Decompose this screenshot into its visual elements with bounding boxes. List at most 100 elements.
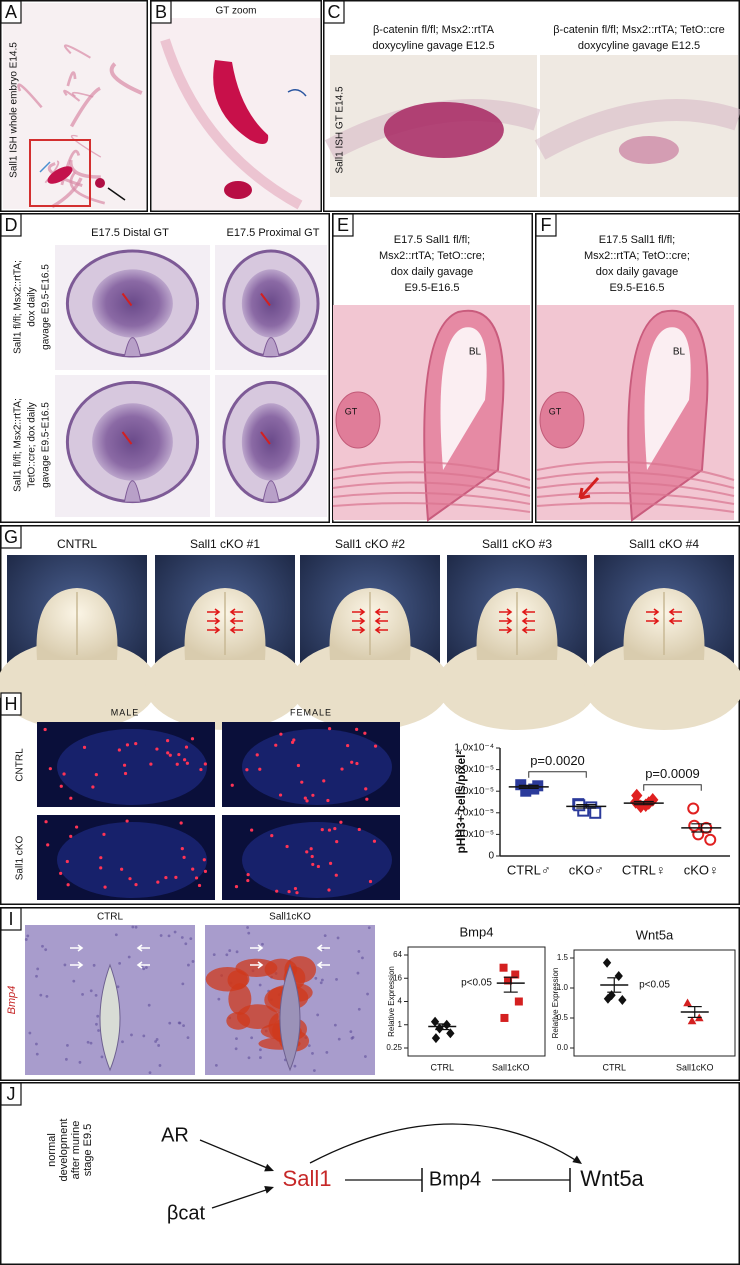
arrow	[199, 1139, 273, 1171]
cell	[78, 1060, 82, 1064]
panel-title: GT zoom	[216, 6, 257, 17]
stained-cell	[82, 745, 87, 749]
cell	[157, 1044, 161, 1047]
cell	[314, 976, 318, 980]
tissue-stain	[69, 159, 101, 179]
structure-tag: BL	[673, 347, 686, 358]
stained-cell	[197, 883, 202, 888]
cell	[246, 926, 249, 929]
cell	[173, 930, 177, 934]
row-label: Sall1 fl/fl; Msx2::rtTA;	[13, 398, 24, 492]
panel-letter-box	[0, 0, 22, 24]
cell	[235, 1037, 238, 1041]
tissue-outline	[160, 38, 303, 210]
stained-cell	[185, 761, 189, 765]
row-label: gavage E9.5-E16.5	[41, 264, 52, 350]
arrow	[521, 626, 535, 634]
arrow	[352, 626, 366, 634]
cell	[159, 934, 163, 937]
tissue-core	[92, 269, 173, 338]
cell	[92, 963, 96, 967]
data-point	[688, 819, 701, 832]
stained-cell	[355, 727, 359, 731]
tissue-stain	[51, 177, 83, 209]
node-label: AR	[161, 1124, 189, 1146]
cell	[247, 931, 251, 935]
stained-cell	[372, 839, 377, 843]
tissue-stain	[69, 86, 101, 128]
cell	[72, 979, 76, 983]
panel-frame	[332, 213, 533, 523]
cell	[63, 963, 67, 967]
structure-tag: BL	[469, 347, 482, 358]
stained-cell	[43, 727, 47, 732]
tissue-fold	[536, 502, 735, 513]
data-point	[603, 993, 613, 1004]
cell	[311, 1051, 314, 1055]
data-point	[573, 799, 586, 812]
arrow	[136, 944, 150, 952]
stained-cell	[346, 743, 350, 748]
stained-cell	[199, 767, 203, 772]
stained-cell	[65, 859, 69, 864]
stained-cell	[327, 888, 331, 892]
stained-cell	[166, 751, 170, 755]
micrograph	[3, 3, 146, 209]
arrow	[374, 626, 388, 634]
stained-cell	[310, 854, 314, 859]
column-title: E17.5 Distal GT	[91, 227, 169, 239]
image-title: CTRL	[97, 912, 124, 923]
arrow	[374, 617, 388, 625]
cell	[366, 992, 369, 996]
panel-letter: J	[7, 1084, 16, 1104]
panel-caption: Sall1 ISH GT E14.5	[335, 86, 346, 174]
tissue-stain	[63, 89, 81, 102]
stained-cell	[66, 883, 70, 887]
tissue-stain	[383, 102, 504, 158]
stained-cell	[166, 739, 170, 743]
context-label: normal	[46, 1133, 58, 1167]
arrow	[121, 431, 133, 445]
image-title: CNTRL	[57, 537, 97, 551]
comparison-bracket	[528, 771, 587, 778]
stained-cell	[190, 737, 195, 741]
arrow	[499, 626, 513, 634]
tissue-fold	[332, 481, 531, 497]
stained-cell	[316, 864, 320, 869]
cell	[250, 1036, 254, 1040]
arrow	[107, 187, 126, 201]
tissue-fold	[332, 491, 531, 505]
cell	[28, 1031, 32, 1035]
stained-cell	[134, 742, 138, 746]
y-tick-label: 4.0x10⁻⁵	[455, 807, 494, 818]
panel-letter-box	[0, 525, 22, 549]
panel-letter: I	[8, 909, 13, 929]
arrow	[309, 1123, 581, 1164]
data-point	[442, 1019, 451, 1030]
arrow	[352, 608, 366, 616]
arrow-head	[264, 1163, 274, 1172]
lumen	[99, 963, 121, 1072]
y-tick-label: 4	[398, 997, 403, 1006]
cell	[191, 960, 195, 963]
cell	[186, 1036, 190, 1040]
arrow	[316, 944, 330, 952]
data-point	[589, 806, 602, 819]
stained-cell	[300, 780, 304, 784]
cell	[320, 978, 324, 982]
stained-cell	[328, 861, 333, 865]
panel-frame	[323, 0, 740, 212]
cell	[41, 944, 44, 948]
stained-cell	[270, 834, 274, 838]
tissue-stain	[47, 166, 73, 184]
stained-cell	[275, 889, 279, 893]
row-label: dox daily	[27, 287, 38, 326]
stained-cell	[123, 771, 128, 776]
arrow	[70, 961, 84, 969]
genital-tubercle	[539, 391, 585, 449]
tissue-base	[145, 640, 305, 730]
arrow	[499, 608, 513, 616]
cell	[349, 1030, 353, 1034]
stained-cell	[203, 762, 207, 766]
tissue-fold	[536, 481, 735, 497]
